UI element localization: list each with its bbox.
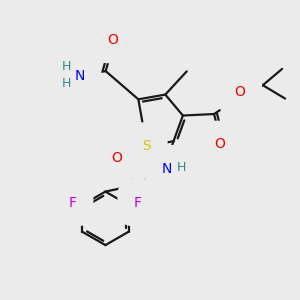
Text: O: O — [214, 137, 226, 152]
Text: O: O — [108, 33, 118, 46]
Text: O: O — [235, 85, 245, 99]
Text: F: F — [134, 196, 142, 210]
Text: H: H — [61, 77, 71, 90]
Text: O: O — [112, 151, 122, 165]
Text: H: H — [176, 160, 186, 174]
Text: N: N — [162, 162, 172, 176]
Text: N: N — [74, 69, 85, 82]
Text: H: H — [61, 60, 71, 73]
Text: S: S — [142, 139, 151, 153]
Text: F: F — [69, 196, 77, 210]
